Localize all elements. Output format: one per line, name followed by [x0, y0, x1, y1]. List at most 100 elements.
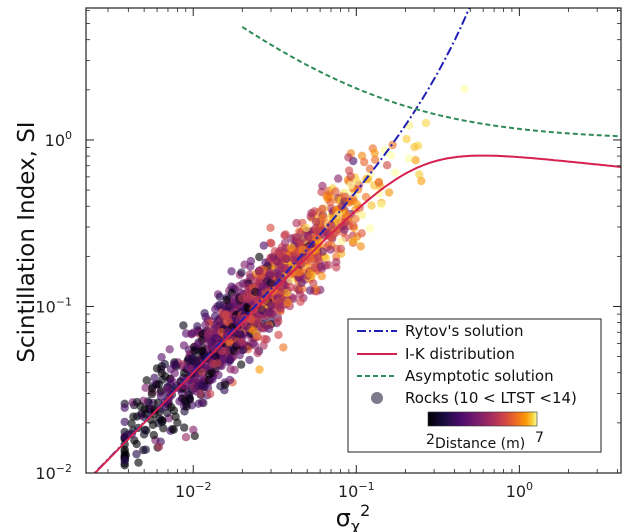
scatter-point	[225, 356, 235, 365]
scatter-point	[189, 425, 198, 434]
scatter-point	[163, 408, 172, 418]
model-curves	[93, 8, 621, 473]
y-tick-base: 10	[45, 131, 65, 150]
x-axis-title-sub: χ	[351, 517, 360, 532]
scatter-point	[337, 202, 347, 211]
scatter-point	[310, 263, 320, 273]
scatter-point	[227, 267, 236, 276]
scatter-point	[120, 403, 129, 412]
scatter-point	[193, 322, 202, 331]
y-tick-label: 100	[45, 129, 72, 150]
colorbar-min: 2	[426, 432, 435, 448]
scatter-point	[246, 256, 256, 266]
scatter-point	[283, 298, 293, 307]
scatter-point	[417, 176, 426, 186]
scatter-point	[340, 225, 349, 235]
ik-curve	[93, 154, 621, 473]
scatter-point	[274, 316, 283, 326]
scatter-point	[275, 301, 284, 310]
scatter-point	[154, 442, 164, 451]
scatter-point	[298, 245, 307, 254]
scatter-point	[203, 330, 213, 340]
scatter-point	[357, 210, 367, 220]
scatter-point	[222, 295, 231, 305]
scatter-point	[259, 241, 268, 250]
legend-rocks-swatch	[371, 392, 383, 404]
scatter-point	[313, 252, 322, 262]
scatter-point	[346, 181, 355, 190]
scatter-point	[321, 253, 331, 263]
scatter-point	[132, 412, 142, 421]
scatter-point	[261, 258, 270, 267]
scatter-point	[201, 320, 210, 329]
scatter-point	[255, 252, 264, 262]
scatter-point	[334, 174, 343, 183]
scatter-point	[329, 229, 338, 239]
scatter-point	[157, 368, 166, 378]
scatter-point	[348, 236, 358, 246]
scatter-point	[235, 350, 244, 360]
y-axis-title: Scintillation Index, SI	[14, 121, 40, 362]
scatter-point	[150, 373, 159, 382]
y-tick-label: 10−1	[35, 295, 72, 316]
scatter-point	[245, 270, 254, 279]
scatter-point	[179, 341, 189, 350]
scatter-point	[215, 300, 224, 310]
scatter-point	[410, 142, 419, 152]
y-tick-exp: −1	[56, 295, 72, 308]
asymptotic-curve	[241, 26, 621, 138]
scatter-point	[254, 318, 263, 328]
scatter-point	[159, 424, 168, 433]
scatter-point	[220, 311, 230, 321]
scatter-point	[210, 312, 220, 321]
scatter-point	[141, 445, 150, 454]
x-tick-label: 10−1	[338, 480, 375, 501]
legend: Rytov's solution I-K distribution Asympt…	[347, 318, 602, 453]
x-axis-title-sup: 2	[360, 501, 370, 520]
colorbar-max: 7	[535, 430, 544, 446]
scatter-point	[180, 423, 189, 432]
scatter-point	[238, 293, 247, 303]
scatter-point	[163, 385, 172, 394]
scatter-point	[318, 181, 327, 191]
scatter-point	[253, 332, 262, 341]
scatter-point	[134, 458, 143, 467]
scatter-point	[311, 217, 321, 227]
scatter-point	[149, 430, 158, 440]
scatter-point	[227, 282, 236, 291]
scatter-point	[140, 425, 149, 434]
scatter-point	[281, 230, 290, 239]
scatter-point	[386, 151, 395, 160]
scatter-point	[194, 340, 203, 349]
scatter-point	[147, 389, 157, 399]
scatter-point	[460, 84, 469, 94]
scatter-point	[208, 342, 217, 351]
legend-asymptotic-label: Asymptotic solution	[405, 367, 554, 385]
scatter-point	[302, 255, 311, 265]
scatter-point	[236, 330, 245, 340]
scatter-point	[132, 449, 141, 459]
scatter-point	[120, 456, 129, 465]
scatter-point	[120, 417, 129, 427]
x-axis-title-main: σ	[336, 504, 351, 532]
scatter-point	[120, 447, 129, 456]
scatter-point	[184, 391, 194, 400]
scatter-point	[290, 256, 299, 265]
scatter-point	[295, 290, 305, 299]
scatter-point	[221, 380, 230, 389]
scatter-point	[237, 268, 246, 277]
scatter-point	[357, 229, 366, 238]
scatter-point	[376, 200, 386, 209]
scatter-point	[304, 232, 313, 242]
scatter-point	[384, 188, 394, 197]
scatter-point	[255, 266, 265, 275]
scatter-point	[365, 164, 375, 173]
scatter-point	[237, 360, 246, 369]
x-tick-base: 10	[175, 482, 195, 501]
scatter-point	[279, 343, 288, 352]
y-tick-exp: 0	[65, 129, 72, 142]
scatter-point	[337, 236, 346, 246]
scatter-point	[357, 151, 367, 160]
